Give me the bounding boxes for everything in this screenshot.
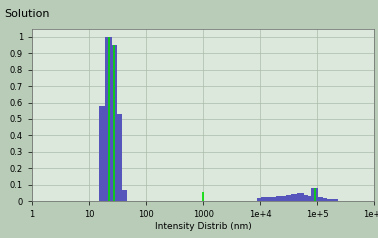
X-axis label: Intensity Distrib (nm): Intensity Distrib (nm) [155,222,251,231]
Text: Solution: Solution [5,9,50,20]
